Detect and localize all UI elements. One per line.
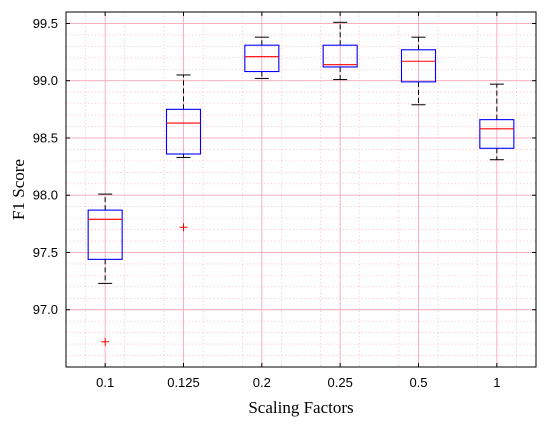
y-tick-label: 98.5 bbox=[33, 130, 58, 145]
x-axis-title: Scaling Factors bbox=[248, 398, 353, 417]
x-tick-label: 0.2 bbox=[253, 375, 271, 390]
y-tick-label: 97.0 bbox=[33, 302, 58, 317]
box-0.125 bbox=[165, 74, 202, 232]
box-iqr bbox=[322, 44, 358, 68]
grid bbox=[66, 11, 536, 368]
x-tick-label: 0.5 bbox=[409, 375, 427, 390]
y-tick-label: 99.5 bbox=[33, 16, 58, 31]
outlier-marker bbox=[101, 337, 110, 346]
y-axis-title: F1 Score bbox=[9, 159, 28, 220]
outlier-marker bbox=[179, 223, 188, 232]
x-tick-label: 1 bbox=[493, 375, 500, 390]
x-tick-label: 0.25 bbox=[328, 375, 353, 390]
boxes bbox=[87, 21, 515, 346]
box-iqr bbox=[165, 108, 202, 155]
box-0.1 bbox=[87, 193, 123, 346]
y-tick-label: 98.0 bbox=[33, 188, 58, 203]
box-1 bbox=[479, 83, 515, 161]
ticks: 97.0 97.5 98.0 98.5 99.0 99.5 0.1 0.125 0.2 0.25 0… bbox=[33, 12, 536, 390]
box-iqr bbox=[244, 44, 280, 73]
box-0.5 bbox=[400, 36, 437, 106]
plot-frame bbox=[65, 11, 537, 368]
x-tick-label: 0.1 bbox=[96, 375, 114, 390]
box-0.25 bbox=[322, 21, 358, 81]
y-tick-label: 99.0 bbox=[33, 73, 58, 88]
box-iqr bbox=[87, 209, 123, 260]
box-iqr bbox=[479, 119, 515, 149]
y-tick-label: 97.5 bbox=[33, 245, 58, 260]
x-tick-label: 0.125 bbox=[167, 375, 200, 390]
box-0.2 bbox=[244, 36, 280, 79]
box-iqr bbox=[400, 49, 437, 83]
